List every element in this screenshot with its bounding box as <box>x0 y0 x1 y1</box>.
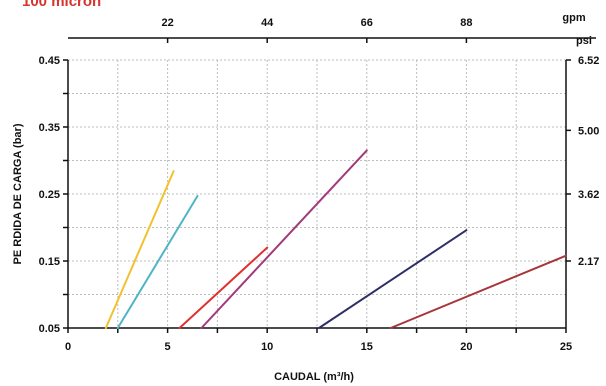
x-tick-label: 25 <box>560 341 572 353</box>
series-line-1 <box>104 170 175 329</box>
x-tick-label: 5 <box>165 341 171 353</box>
series-line-5 <box>317 229 468 329</box>
x-tick-label: 20 <box>460 341 472 353</box>
series-line-2 <box>116 195 199 329</box>
chart-header-text: 100 micron <box>22 0 102 10</box>
right-axis-unit: psi <box>576 35 592 47</box>
series-line-4 <box>200 149 368 329</box>
top-tick-label: 22 <box>161 17 173 29</box>
y-tick-label: 0.25 <box>39 189 60 201</box>
top-tick-label: 44 <box>261 17 274 29</box>
top-tick-label: 88 <box>460 17 472 29</box>
series-lines <box>104 149 567 329</box>
top-axis-unit: gpm <box>562 12 585 24</box>
tick-labels: 0 5 10 15 20 25 0.05 0.15 0.25 0.35 0.45 22 44 66 88 gp… <box>12 12 599 383</box>
top-tick-label: 66 <box>361 17 373 29</box>
series-line-6 <box>389 254 567 329</box>
y-axis-title: PE RDIDA DE CARGA (bar) <box>12 123 24 264</box>
x-tick-label: 0 <box>65 341 71 353</box>
right-tick-label: 6.52 <box>578 55 599 67</box>
right-tick-label: 5.00 <box>578 125 599 137</box>
series-line-3 <box>178 246 269 329</box>
y-tick-label: 0.05 <box>39 323 60 335</box>
y-tick-label: 0.45 <box>39 55 60 67</box>
y-tick-label: 0.15 <box>39 256 60 268</box>
right-tick-label: 3.62 <box>578 189 599 201</box>
x-tick-label: 15 <box>361 341 373 353</box>
x-tick-label: 10 <box>261 341 273 353</box>
right-tick-label: 2.17 <box>578 256 599 268</box>
y-tick-label: 0.35 <box>39 122 60 134</box>
axes <box>63 37 596 333</box>
x-axis-title: CAUDAL (m³/h) <box>274 371 354 383</box>
grid <box>68 59 566 328</box>
